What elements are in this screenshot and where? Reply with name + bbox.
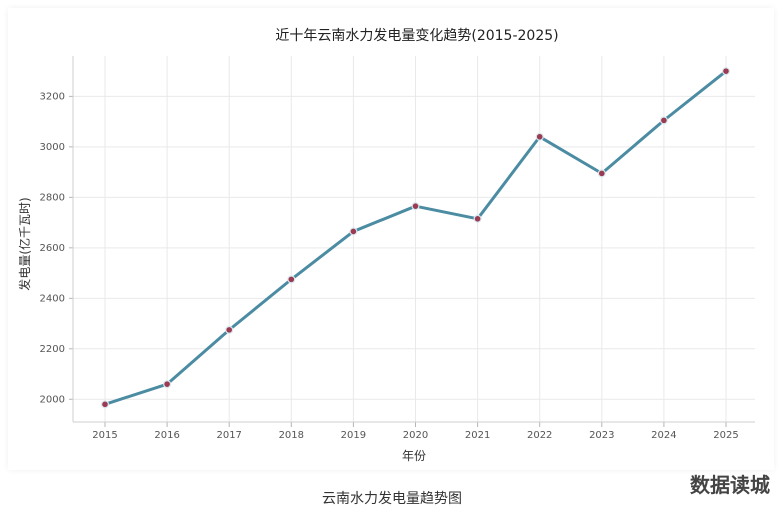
data-point — [163, 380, 172, 389]
x-tick-label: 2022 — [527, 430, 552, 441]
y-tick-label: 3000 — [40, 142, 65, 153]
chart-axes — [69, 56, 755, 427]
x-tick-label: 2018 — [279, 430, 304, 441]
x-tick-label: 2023 — [589, 430, 614, 441]
y-tick-label: 2600 — [40, 243, 65, 254]
watermark-text: 数据读城 — [690, 473, 770, 497]
x-tick-label: 2017 — [216, 430, 241, 441]
x-axis-label: 年份 — [402, 449, 426, 463]
y-tick-label: 2800 — [40, 192, 65, 203]
y-tick-label: 2000 — [40, 394, 65, 405]
x-tick-label: 2025 — [713, 430, 738, 441]
y-axis-label: 发电量(亿千瓦时) — [17, 197, 32, 290]
chart-points-layer — [100, 67, 730, 409]
x-tick-label: 2024 — [651, 430, 676, 441]
data-point — [659, 116, 668, 125]
y-tick-label: 2400 — [40, 293, 65, 304]
data-point — [535, 132, 544, 141]
chart-grid — [73, 56, 755, 422]
chart-title: 近十年云南水力发电量变化趋势(2015-2025) — [275, 28, 558, 44]
data-point — [411, 202, 420, 211]
y-tick-label: 2200 — [40, 344, 65, 355]
chart-labels-layer: 2015 2016 2017 2018 2019 2020 2021 2022 2023 2024… — [40, 91, 739, 441]
data-point — [473, 214, 482, 223]
data-point — [349, 227, 358, 236]
y-tick-label: 3200 — [40, 91, 65, 102]
data-point — [100, 400, 109, 409]
data-point — [597, 169, 606, 178]
data-point — [287, 275, 296, 284]
figure-caption: 云南水力发电量趋势图 — [322, 491, 462, 507]
x-tick-label: 2016 — [154, 430, 179, 441]
x-tick-label: 2019 — [341, 430, 366, 441]
x-tick-label: 2021 — [465, 430, 490, 441]
data-point — [225, 325, 234, 334]
x-tick-label: 2020 — [403, 430, 428, 441]
data-point — [721, 67, 730, 76]
x-tick-label: 2015 — [92, 430, 117, 441]
